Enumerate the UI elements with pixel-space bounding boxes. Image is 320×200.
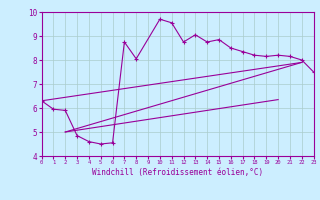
X-axis label: Windchill (Refroidissement éolien,°C): Windchill (Refroidissement éolien,°C) bbox=[92, 168, 263, 177]
